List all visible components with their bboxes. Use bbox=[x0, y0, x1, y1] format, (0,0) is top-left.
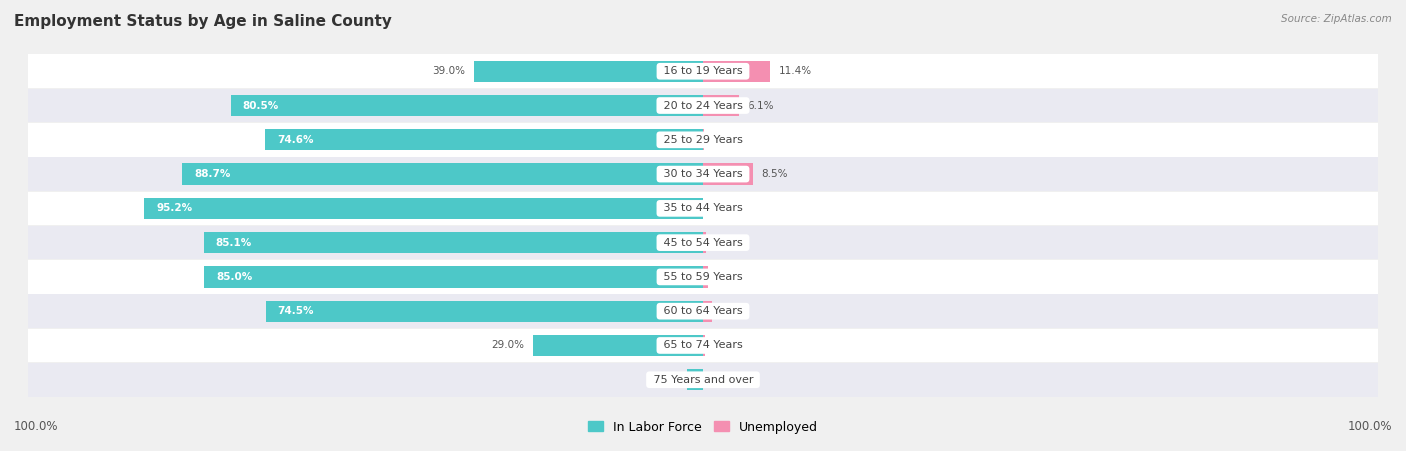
Text: 75 Years and over: 75 Years and over bbox=[650, 375, 756, 385]
Text: 100.0%: 100.0% bbox=[14, 420, 59, 433]
Text: 16 to 19 Years: 16 to 19 Years bbox=[659, 66, 747, 76]
FancyBboxPatch shape bbox=[28, 55, 1378, 88]
FancyBboxPatch shape bbox=[28, 329, 1378, 362]
Text: 80.5%: 80.5% bbox=[242, 101, 278, 110]
Text: 0.0%: 0.0% bbox=[711, 203, 738, 213]
Text: 30 to 34 Years: 30 to 34 Years bbox=[659, 169, 747, 179]
Text: 6.1%: 6.1% bbox=[748, 101, 775, 110]
Text: 85.0%: 85.0% bbox=[217, 272, 252, 282]
Bar bbox=[183, 163, 703, 185]
Text: 25 to 29 Years: 25 to 29 Years bbox=[659, 135, 747, 145]
Bar bbox=[703, 163, 752, 185]
Bar bbox=[703, 60, 770, 82]
FancyBboxPatch shape bbox=[28, 89, 1378, 122]
Text: 1.6%: 1.6% bbox=[721, 306, 748, 316]
Text: 45 to 54 Years: 45 to 54 Years bbox=[659, 238, 747, 248]
Text: 74.5%: 74.5% bbox=[277, 306, 314, 316]
Text: 85.1%: 85.1% bbox=[215, 238, 252, 248]
Bar bbox=[703, 335, 704, 356]
Text: 74.6%: 74.6% bbox=[277, 135, 314, 145]
FancyBboxPatch shape bbox=[28, 157, 1378, 191]
Text: Employment Status by Age in Saline County: Employment Status by Age in Saline Count… bbox=[14, 14, 392, 28]
Text: 20 to 24 Years: 20 to 24 Years bbox=[659, 101, 747, 110]
Text: Source: ZipAtlas.com: Source: ZipAtlas.com bbox=[1281, 14, 1392, 23]
Text: 39.0%: 39.0% bbox=[432, 66, 465, 76]
Text: 11.4%: 11.4% bbox=[779, 66, 811, 76]
FancyBboxPatch shape bbox=[28, 226, 1378, 259]
Text: 60 to 64 Years: 60 to 64 Years bbox=[659, 306, 747, 316]
Bar bbox=[703, 300, 713, 322]
Text: 0.0%: 0.0% bbox=[711, 375, 738, 385]
Bar bbox=[266, 129, 703, 151]
Text: 88.7%: 88.7% bbox=[194, 169, 231, 179]
Text: 8.5%: 8.5% bbox=[762, 169, 789, 179]
Text: 0.9%: 0.9% bbox=[717, 272, 744, 282]
Bar bbox=[204, 266, 703, 288]
Text: 35 to 44 Years: 35 to 44 Years bbox=[659, 203, 747, 213]
Text: 0.5%: 0.5% bbox=[714, 238, 741, 248]
Text: 2.7%: 2.7% bbox=[652, 375, 678, 385]
Bar bbox=[145, 198, 703, 219]
Bar bbox=[703, 266, 709, 288]
Text: 0.3%: 0.3% bbox=[714, 341, 740, 350]
Text: 0.2%: 0.2% bbox=[713, 135, 740, 145]
Bar bbox=[703, 95, 738, 116]
FancyBboxPatch shape bbox=[28, 295, 1378, 328]
Bar bbox=[231, 95, 703, 116]
Bar bbox=[533, 335, 703, 356]
Bar bbox=[204, 232, 703, 253]
Text: 100.0%: 100.0% bbox=[1347, 420, 1392, 433]
Bar bbox=[688, 369, 703, 391]
Bar bbox=[474, 60, 703, 82]
Text: 29.0%: 29.0% bbox=[491, 341, 524, 350]
Text: 95.2%: 95.2% bbox=[156, 203, 193, 213]
Text: 65 to 74 Years: 65 to 74 Years bbox=[659, 341, 747, 350]
Bar bbox=[266, 300, 703, 322]
FancyBboxPatch shape bbox=[28, 363, 1378, 396]
Legend: In Labor Force, Unemployed: In Labor Force, Unemployed bbox=[583, 416, 823, 439]
FancyBboxPatch shape bbox=[28, 192, 1378, 225]
FancyBboxPatch shape bbox=[28, 260, 1378, 294]
Bar bbox=[703, 232, 706, 253]
FancyBboxPatch shape bbox=[28, 123, 1378, 156]
Text: 55 to 59 Years: 55 to 59 Years bbox=[659, 272, 747, 282]
